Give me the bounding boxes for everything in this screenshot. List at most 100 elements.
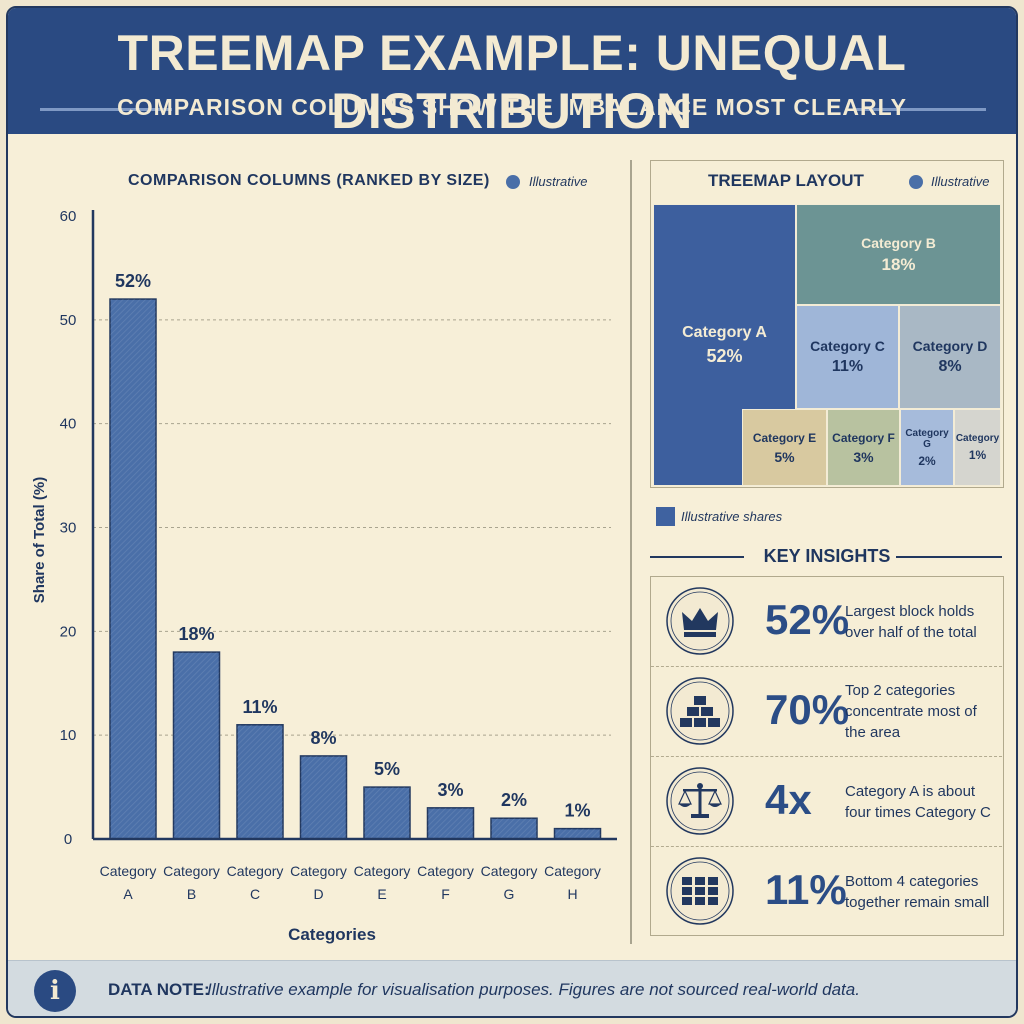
x-tick-label: D — [313, 886, 323, 902]
bar-texture — [554, 828, 601, 839]
data-label: 1% — [564, 801, 590, 821]
y-tick-label: 20 — [60, 623, 77, 640]
bar-texture — [300, 755, 347, 839]
x-tick-label: Category — [417, 863, 474, 879]
subtitle-rule-right — [854, 108, 986, 111]
bar-legend-label: Illustrative — [529, 174, 588, 189]
x-tick-label: Category — [354, 863, 411, 879]
insight-value: 70% — [765, 686, 850, 733]
insight-value: 4x — [765, 776, 812, 823]
insight-row: 52% Largest block holds over half of the… — [651, 577, 1002, 667]
data-label: 11% — [242, 697, 277, 717]
treemap-legend-dot — [909, 175, 923, 189]
treemap-cell: Category 1% — [954, 409, 1001, 486]
insight-value: 52% — [765, 596, 850, 643]
treemap-cell-value: 8% — [938, 358, 962, 375]
info-icon: i — [34, 970, 76, 1012]
header-banner: TREEMAP EXAMPLE: UNEQUAL DISTRIBUTION CO… — [8, 8, 1016, 139]
bar-texture — [110, 299, 156, 839]
insight-row: 70% Top 2 categories concentrate most of… — [651, 667, 1002, 757]
insight-text: Top 2 categories concentrate most of the… — [845, 682, 977, 741]
y-axis-label: Share of Total (%) — [31, 477, 48, 603]
treemap-cell-value: 5% — [774, 448, 795, 465]
treemap-cell-label: Category B — [861, 234, 936, 251]
insight-text: Largest block holds over half of the tot… — [845, 602, 977, 641]
crown-icon — [665, 586, 735, 656]
x-tick-label: B — [187, 886, 196, 902]
bar-texture — [427, 807, 474, 839]
data-label: 52% — [115, 271, 151, 291]
y-tick-label: 30 — [60, 520, 77, 537]
treemap-cell-label: Category G — [905, 427, 949, 450]
bar-chart-title: COMPARISON COLUMNS (RANKED BY SIZE) — [128, 172, 490, 189]
treemap-cell-label: Category — [955, 433, 1000, 444]
treemap-cell-value: 11% — [831, 358, 864, 375]
insights-panel: 52% Largest block holds over half of the… — [650, 576, 1004, 936]
treemap-cell: Category C 11% — [796, 305, 899, 409]
x-tick-label: E — [377, 886, 386, 902]
page-title: TREEMAP EXAMPLE: UNEQUAL DISTRIBUTION — [117, 25, 907, 139]
insight-value: 11% — [765, 866, 847, 913]
treemap-cell: Category G 2% — [900, 409, 954, 486]
balance-scale-icon — [665, 766, 735, 836]
data-note-label: DATA NOTE: — [108, 980, 210, 999]
x-tick-label: Category — [100, 863, 157, 879]
insight-text: Category A is about four times Category … — [845, 782, 991, 821]
y-tick-label: 50 — [60, 312, 77, 329]
subtitle-rule-left — [40, 108, 172, 111]
insight-text: Bottom 4 categories together remain smal… — [845, 872, 990, 911]
x-tick-label: G — [504, 886, 515, 902]
y-tick-label: 0 — [64, 831, 72, 848]
treemap-cell-value: 52% — [706, 345, 743, 366]
data-label: 2% — [501, 790, 527, 810]
treemap-legend-square — [656, 507, 675, 526]
bar-texture — [364, 787, 410, 839]
treemap-cell-label: Category E — [752, 430, 817, 445]
infographic-frame: TREEMAP EXAMPLE: UNEQUAL DISTRIBUTION CO… — [6, 6, 1018, 1018]
data-note-text: Illustrative example for visualisation p… — [207, 980, 860, 999]
x-tick-label: Category — [290, 863, 347, 879]
grid-icon — [665, 856, 735, 926]
bar-legend-dot — [506, 175, 520, 189]
treemap-footer-legend: Illustrative shares — [681, 509, 783, 524]
treemap-cell-label: Category F — [832, 430, 895, 445]
treemap-cell-label: Category C — [810, 338, 885, 354]
treemap-cell-value: 1% — [968, 448, 987, 462]
bar-chart: 0 10 20 30 40 50 60 52% Category A 18% Category B 11%… — [31, 208, 617, 944]
insight-row: 11% Bottom 4 categories together remain … — [651, 847, 1002, 936]
data-label: 3% — [437, 780, 463, 800]
bar-texture — [237, 724, 283, 839]
treemap-title: TREEMAP LAYOUT — [708, 171, 864, 190]
treemap-cell: Category A 52% — [653, 204, 796, 486]
treemap-cell-label: Category D — [912, 338, 988, 354]
insights-title: KEY INSIGHTS — [763, 546, 891, 566]
x-tick-label: Category — [481, 863, 538, 879]
y-tick-label: 40 — [60, 416, 77, 433]
panel-divider — [630, 160, 632, 944]
insight-row: 4x Category A is about four times Catego… — [651, 757, 1002, 847]
treemap-cell-value: 18% — [881, 254, 916, 274]
bar-texture — [173, 652, 220, 839]
treemap-cell: Category F 3% — [827, 409, 900, 486]
treemap-cell-value: 3% — [853, 448, 874, 465]
treemap-cell-label: Category A — [682, 323, 767, 341]
treemap-cell-value: 2% — [918, 453, 936, 468]
insights-rule-left — [650, 556, 744, 558]
x-tick-label: Category — [163, 863, 220, 879]
page-subtitle: COMPARISON COLUMNS SHOW THE IMBALANCE MO… — [117, 94, 907, 120]
x-tick-label: Category — [227, 863, 284, 879]
data-label: 18% — [178, 624, 214, 644]
x-tick-label: A — [123, 886, 133, 902]
y-tick-label: 10 — [60, 727, 77, 744]
data-label: 8% — [310, 728, 336, 748]
x-tick-label: F — [441, 886, 450, 902]
bar-texture — [491, 818, 537, 839]
x-tick-label: C — [250, 886, 260, 902]
y-tick-label: 60 — [60, 208, 77, 225]
x-tick-label: H — [567, 886, 577, 902]
insights-rule-right — [896, 556, 1002, 558]
treemap-cell: Category E 5% — [742, 409, 827, 486]
data-label: 5% — [374, 759, 400, 779]
treemap-cell: Category D 8% — [899, 305, 1001, 409]
x-axis-label: Categories — [288, 925, 376, 944]
